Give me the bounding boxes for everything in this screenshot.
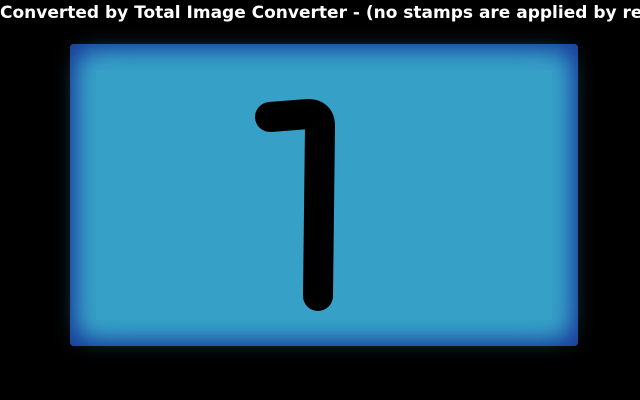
converter-watermark-text: Converted by Total Image Converter - (no… xyxy=(0,3,640,23)
hebrew-final-kaf-glyph xyxy=(255,99,335,311)
letter-card: ך xyxy=(70,44,578,346)
